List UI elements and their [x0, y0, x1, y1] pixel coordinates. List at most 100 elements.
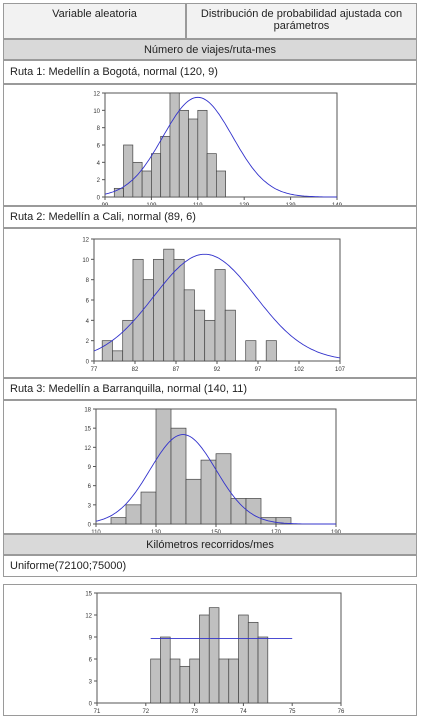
histogram-bar — [169, 658, 181, 704]
route1-histogram: 0 2 4 6 8 10 12 99 109 119 129 139 149 — [93, 92, 343, 210]
histogram-bar — [132, 161, 143, 198]
x-tick-label: 149 — [332, 203, 343, 205]
normal-fit-curve — [93, 253, 341, 359]
route3-histogram: 0 3 6 9 12 15 18 110 130 150 170 190 — [84, 408, 341, 537]
histogram-bar — [173, 258, 185, 362]
page-table: Variable aleatoria Distribución de proba… — [3, 3, 417, 577]
histogram-bar — [179, 665, 191, 704]
histogram-bar — [183, 289, 195, 362]
histogram-bar — [275, 517, 292, 525]
y-tick-label: 6 — [88, 484, 92, 490]
x-tick-label: 110 — [91, 530, 101, 533]
x-tick-label: 99 — [102, 203, 109, 205]
histogram-bar — [163, 248, 175, 362]
x-tick-label: 97 — [255, 367, 262, 373]
y-tick-label: 6 — [89, 658, 93, 664]
histogram-bar — [189, 658, 200, 704]
y-tick-label: 2 — [97, 178, 101, 184]
route2-histogram: 0 2 4 6 8 10 12 77 82 87 92 97 102 107 — [82, 238, 345, 374]
histogram-bar — [216, 170, 226, 198]
histogram-bar — [170, 427, 187, 525]
section-km: Kilómetros recorridos/mes — [3, 534, 417, 555]
histogram-bar — [245, 498, 262, 525]
x-tick-label: 75 — [289, 709, 296, 715]
histogram-bar — [150, 658, 161, 704]
histogram-bar — [151, 153, 162, 198]
x-tick-label: 109 — [146, 203, 157, 205]
y-tick-label: 3 — [88, 503, 92, 509]
y-tick-label: 10 — [82, 258, 89, 264]
route1-label: Ruta 1: Medellín a Bogotá, normal (120, … — [3, 60, 417, 84]
x-tick-label: 87 — [173, 367, 180, 373]
y-tick-label: 0 — [89, 702, 93, 708]
histogram-bar — [160, 636, 171, 704]
histogram-bar — [160, 135, 171, 198]
histogram-bar — [188, 118, 199, 198]
col2-header: Distribución de probabilidad ajustada co… — [186, 3, 417, 39]
y-tick-label: 0 — [86, 360, 90, 366]
histogram-bar — [247, 621, 259, 704]
x-tick-label: 130 — [151, 530, 162, 533]
col1-header: Variable aleatoria — [3, 3, 186, 39]
histogram-bar — [125, 504, 142, 525]
y-tick-label: 6 — [97, 144, 101, 150]
y-tick-label: 8 — [86, 278, 90, 284]
histogram-bar — [141, 170, 152, 198]
histogram-bar — [208, 607, 220, 704]
y-tick-label: 9 — [88, 465, 92, 471]
x-tick-label: 82 — [132, 367, 139, 373]
histogram-bar — [140, 491, 157, 525]
km-chart-cell: 0 3 6 9 12 15 71 72 73 74 75 76 — [3, 584, 417, 716]
x-tick-label: 150 — [211, 530, 222, 533]
y-tick-label: 8 — [97, 126, 101, 132]
histogram-bar — [245, 340, 257, 362]
histogram-bar — [197, 109, 208, 198]
histogram-bar — [265, 340, 277, 362]
histogram-bar — [206, 153, 217, 198]
y-tick-label: 12 — [82, 238, 89, 244]
x-tick-label: 139 — [286, 203, 297, 205]
x-tick-label: 129 — [239, 203, 250, 205]
y-tick-label: 18 — [84, 408, 91, 414]
y-tick-label: 4 — [97, 161, 101, 167]
x-tick-label: 76 — [338, 709, 345, 715]
histogram-bar — [200, 459, 217, 525]
x-tick-label: 72 — [142, 709, 149, 715]
histogram-bar — [155, 408, 172, 525]
uniform-label: Uniforme(72100;75000) — [3, 555, 417, 577]
histogram-bar — [142, 279, 154, 362]
histogram-bar — [123, 144, 134, 198]
y-tick-label: 2 — [86, 339, 90, 345]
histogram-bar — [228, 658, 239, 704]
histogram-bar — [238, 614, 249, 704]
histogram-bar — [110, 517, 127, 525]
y-tick-label: 12 — [84, 446, 91, 452]
route2-chart-cell: 0 2 4 6 8 10 12 77 82 87 92 97 102 107 — [3, 228, 417, 378]
y-tick-label: 10 — [93, 109, 100, 115]
histogram-bar — [194, 309, 206, 362]
y-tick-label: 3 — [89, 680, 93, 686]
histogram-bar — [204, 319, 216, 362]
route3-label: Ruta 3: Medellín a Barranquilla, normal … — [3, 378, 417, 400]
x-tick-label: 170 — [271, 530, 282, 533]
x-tick-label: 71 — [94, 709, 101, 715]
x-tick-label: 73 — [191, 709, 198, 715]
histogram-bar — [257, 636, 269, 704]
histogram-bar — [185, 478, 202, 525]
histogram-bar — [169, 92, 180, 198]
y-tick-label: 0 — [88, 523, 92, 529]
route3-chart-cell: 0 3 6 9 12 15 18 110 130 150 170 190 — [3, 400, 417, 537]
y-tick-label: 15 — [85, 592, 92, 598]
y-tick-label: 9 — [89, 636, 93, 642]
km-histogram: 0 3 6 9 12 15 71 72 73 74 75 76 — [85, 592, 345, 716]
x-tick-label: 74 — [240, 709, 247, 715]
x-tick-label: 119 — [193, 203, 203, 205]
route2-label: Ruta 2: Medellín a Cali, normal (89, 6) — [3, 206, 417, 228]
histogram-bar — [153, 258, 165, 362]
y-tick-label: 0 — [97, 196, 101, 202]
histogram-bar — [224, 309, 236, 362]
normal-fit-curve — [95, 434, 336, 525]
route1-chart-cell: 0 2 4 6 8 10 12 99 109 119 129 139 149 — [3, 84, 417, 210]
normal-fit-curve — [104, 96, 337, 198]
histogram-bar — [214, 269, 226, 362]
